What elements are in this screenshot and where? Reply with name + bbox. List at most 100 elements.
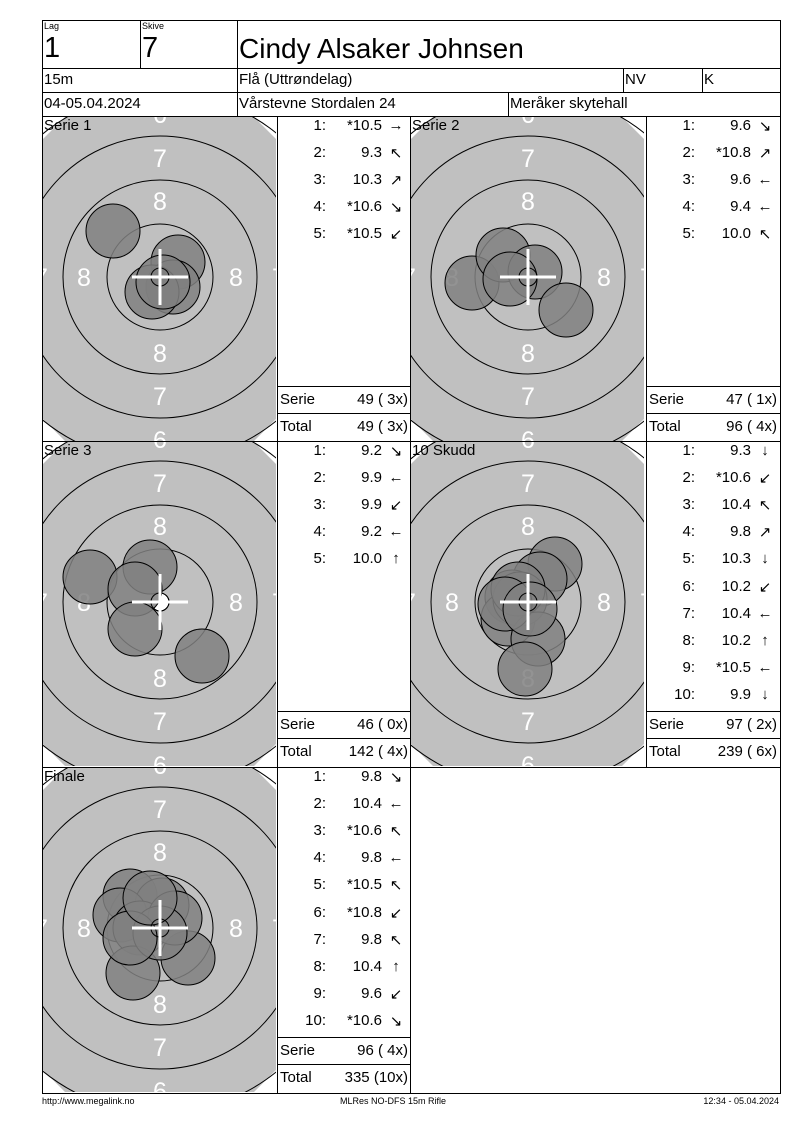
divider	[42, 92, 781, 93]
website-link[interactable]: http://www.megalink.no	[42, 1096, 135, 1106]
shot-number: 1:	[682, 117, 695, 134]
shot-direction-arrow-icon: ←	[388, 849, 404, 867]
shot-score: 10.4	[721, 496, 751, 514]
shot-list: 1: 9.8 ↘ 2: 10.4 ← 3: *10.6 ↖ 4: 9.8 ← 5: *10.5 ↖ 6: *10…	[278, 767, 411, 1092]
ring-number: 8	[521, 513, 535, 541]
ring-number: 8	[445, 589, 459, 617]
shot-direction-arrow-icon: ↖	[389, 823, 403, 841]
ring-number: 7	[43, 264, 48, 292]
shot-score: 9.8	[361, 849, 382, 867]
shot-row: 5: *10.5 ↙	[278, 225, 411, 245]
club: Flå (Uttrøndelag)	[239, 71, 353, 88]
shot-number: 10:	[305, 1011, 326, 1029]
ring-number: 7	[411, 589, 416, 617]
divider	[623, 68, 624, 92]
ring-number: 7	[272, 915, 276, 943]
shot-score: 9.8	[730, 523, 751, 541]
shot-number: 3:	[313, 822, 326, 840]
divider	[508, 92, 509, 116]
shot-score: 9.2	[361, 523, 382, 541]
divider	[237, 20, 238, 116]
shot-number: 3:	[682, 496, 695, 514]
shot-row: 3: 10.4 ↖	[647, 496, 780, 516]
shot-row: 7: 9.8 ↖	[278, 931, 411, 951]
shot-row: 3: 9.6 ←	[647, 171, 780, 191]
scoring-ring	[430, 504, 626, 700]
shot-direction-arrow-icon: ↖	[389, 877, 403, 895]
shot-row: 2: 9.3 ↖	[278, 144, 411, 164]
ring-number: 6	[521, 442, 535, 454]
shot-direction-arrow-icon: ↘	[389, 1012, 403, 1030]
lag-label: Lag	[44, 21, 60, 31]
shot-row: 2: 9.9 ←	[278, 469, 411, 489]
divider	[646, 116, 647, 767]
shooter-name: Cindy Alsaker Johnsen	[239, 33, 524, 64]
ring-number: 7	[521, 383, 535, 411]
total-value: 49 ( 3x)	[357, 418, 408, 435]
region: NV	[625, 71, 646, 88]
shot-row: 1: *10.5 →	[278, 117, 411, 137]
shot-direction-arrow-icon: ↗	[758, 524, 772, 542]
shot-list: 1: 9.2 ↘ 2: 9.9 ← 3: 9.9 ↙ 4: 9.2 ← 5: 10.0 ↑ Serie 46 (…	[278, 441, 411, 766]
shot-number: 2:	[682, 144, 695, 162]
shot-row: 4: *10.6 ↘	[278, 198, 411, 218]
shot-score: 10.2	[721, 577, 751, 595]
ring-number: 8	[153, 839, 167, 867]
total-label: Total	[280, 418, 312, 435]
shot-number: 4:	[682, 198, 695, 216]
shot-direction-arrow-icon: ↖	[758, 497, 772, 515]
ring-number: 8	[597, 589, 611, 617]
shot-score: 10.4	[721, 604, 751, 622]
shot-row: 4: 9.2 ←	[278, 523, 411, 543]
shot-direction-arrow-icon: ↘	[389, 199, 403, 217]
shot-score: 9.6	[730, 171, 751, 189]
shot-direction-arrow-icon: ←	[388, 523, 404, 541]
target-panel: 6 6 7 7 7 7 8 8 8 8 Finale	[43, 768, 276, 1092]
shot-number: 5:	[682, 550, 695, 568]
total-label: Total	[280, 743, 312, 760]
shot-row: 2: 10.4 ←	[278, 795, 411, 815]
shot-score: *10.5	[346, 117, 382, 134]
shot-row: 4: 9.8 ←	[278, 849, 411, 869]
shot-direction-arrow-icon: ↘	[389, 769, 403, 786]
total-sum-row: Total 335 (10x)	[278, 1064, 411, 1090]
ring-number: 6	[153, 752, 167, 766]
shot-score: *10.5	[346, 225, 382, 243]
divider	[42, 1093, 781, 1094]
shot-number: 6:	[313, 903, 326, 921]
shot-direction-arrow-icon: ↑	[761, 631, 769, 649]
target-image: 6 6 7 7 7 7 8 8 8 8	[43, 768, 276, 1092]
shot-number: 4:	[313, 523, 326, 541]
ring-number: 7	[521, 708, 535, 736]
ring-number: 6	[153, 1078, 167, 1092]
shot-number: 4:	[682, 523, 695, 541]
ring-number: 7	[411, 264, 416, 292]
shot-hole	[502, 581, 558, 637]
shot-number: 5:	[313, 876, 326, 894]
shot-score: 10.3	[352, 171, 382, 189]
shot-direction-arrow-icon: →	[388, 117, 404, 134]
ring-number: 7	[153, 383, 167, 411]
class: K	[704, 71, 715, 88]
shot-row: 6: 10.2 ↙	[647, 578, 780, 598]
shot-number: 9:	[313, 984, 326, 1002]
lag-value: 1	[44, 32, 61, 64]
shot-score: *10.6	[346, 198, 382, 216]
scoring-ring	[106, 223, 214, 331]
serie-label: Serie	[649, 716, 685, 733]
shot-row: 1: 9.6 ↘	[647, 117, 780, 137]
shot-number: 1:	[313, 768, 326, 785]
ring-number: 6	[153, 117, 167, 129]
shot-row: 5: 10.0 ↖	[647, 225, 780, 245]
shot-direction-arrow-icon: ←	[757, 604, 773, 622]
serie-value: 97 ( 2x)	[726, 716, 777, 733]
shot-score: 9.8	[361, 930, 382, 948]
shot-score: 10.4	[352, 957, 382, 975]
shot-score: 9.3	[730, 442, 751, 459]
ring-number: 8	[153, 991, 167, 1019]
shot-hole	[122, 870, 178, 926]
scoring-ring	[411, 460, 644, 744]
shot-row: 3: 9.9 ↙	[278, 496, 411, 516]
shot-number: 4:	[313, 198, 326, 216]
shot-direction-arrow-icon: ↙	[389, 904, 403, 922]
